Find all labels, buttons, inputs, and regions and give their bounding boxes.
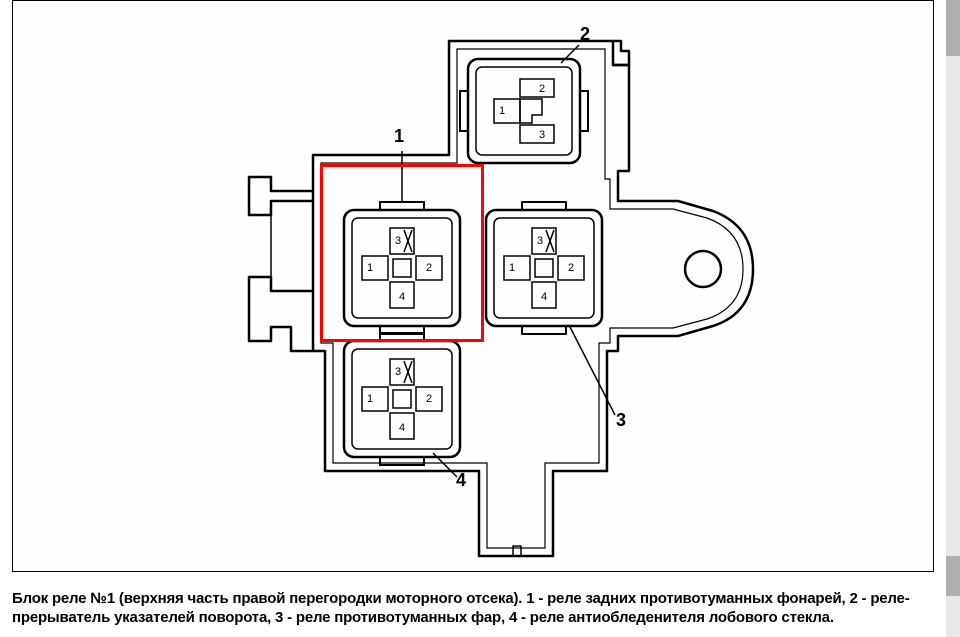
scrollbar-track[interactable] [946,0,960,637]
callout-3: 3 [616,410,626,431]
svg-text:2: 2 [426,393,432,405]
callout-1: 1 [394,126,404,147]
figure-caption: Блок реле №1 (верхняя часть правой перег… [12,590,940,628]
svg-text:4: 4 [541,291,547,303]
svg-text:1: 1 [367,393,373,405]
callout-4: 4 [456,470,466,491]
svg-text:4: 4 [399,422,405,434]
svg-text:3: 3 [539,129,545,141]
callout-2: 2 [580,24,590,45]
relay-3-socket: 1 2 3 4 [486,202,602,334]
relay-2-socket: 2 1 3 [460,59,588,163]
svg-text:3: 3 [537,235,543,247]
svg-text:1: 1 [509,262,515,274]
relay-4-socket: 1 2 3 4 [344,333,460,465]
highlight-box-relay-1 [320,164,484,342]
svg-text:3: 3 [395,366,401,378]
svg-text:2: 2 [568,262,574,274]
scrollbar-thumb-top[interactable] [946,0,960,56]
page-root: 1 2 3 4 [0,0,960,637]
scrollbar-thumb-bottom[interactable] [946,556,960,596]
svg-text:2: 2 [539,83,545,95]
svg-text:1: 1 [499,105,505,117]
